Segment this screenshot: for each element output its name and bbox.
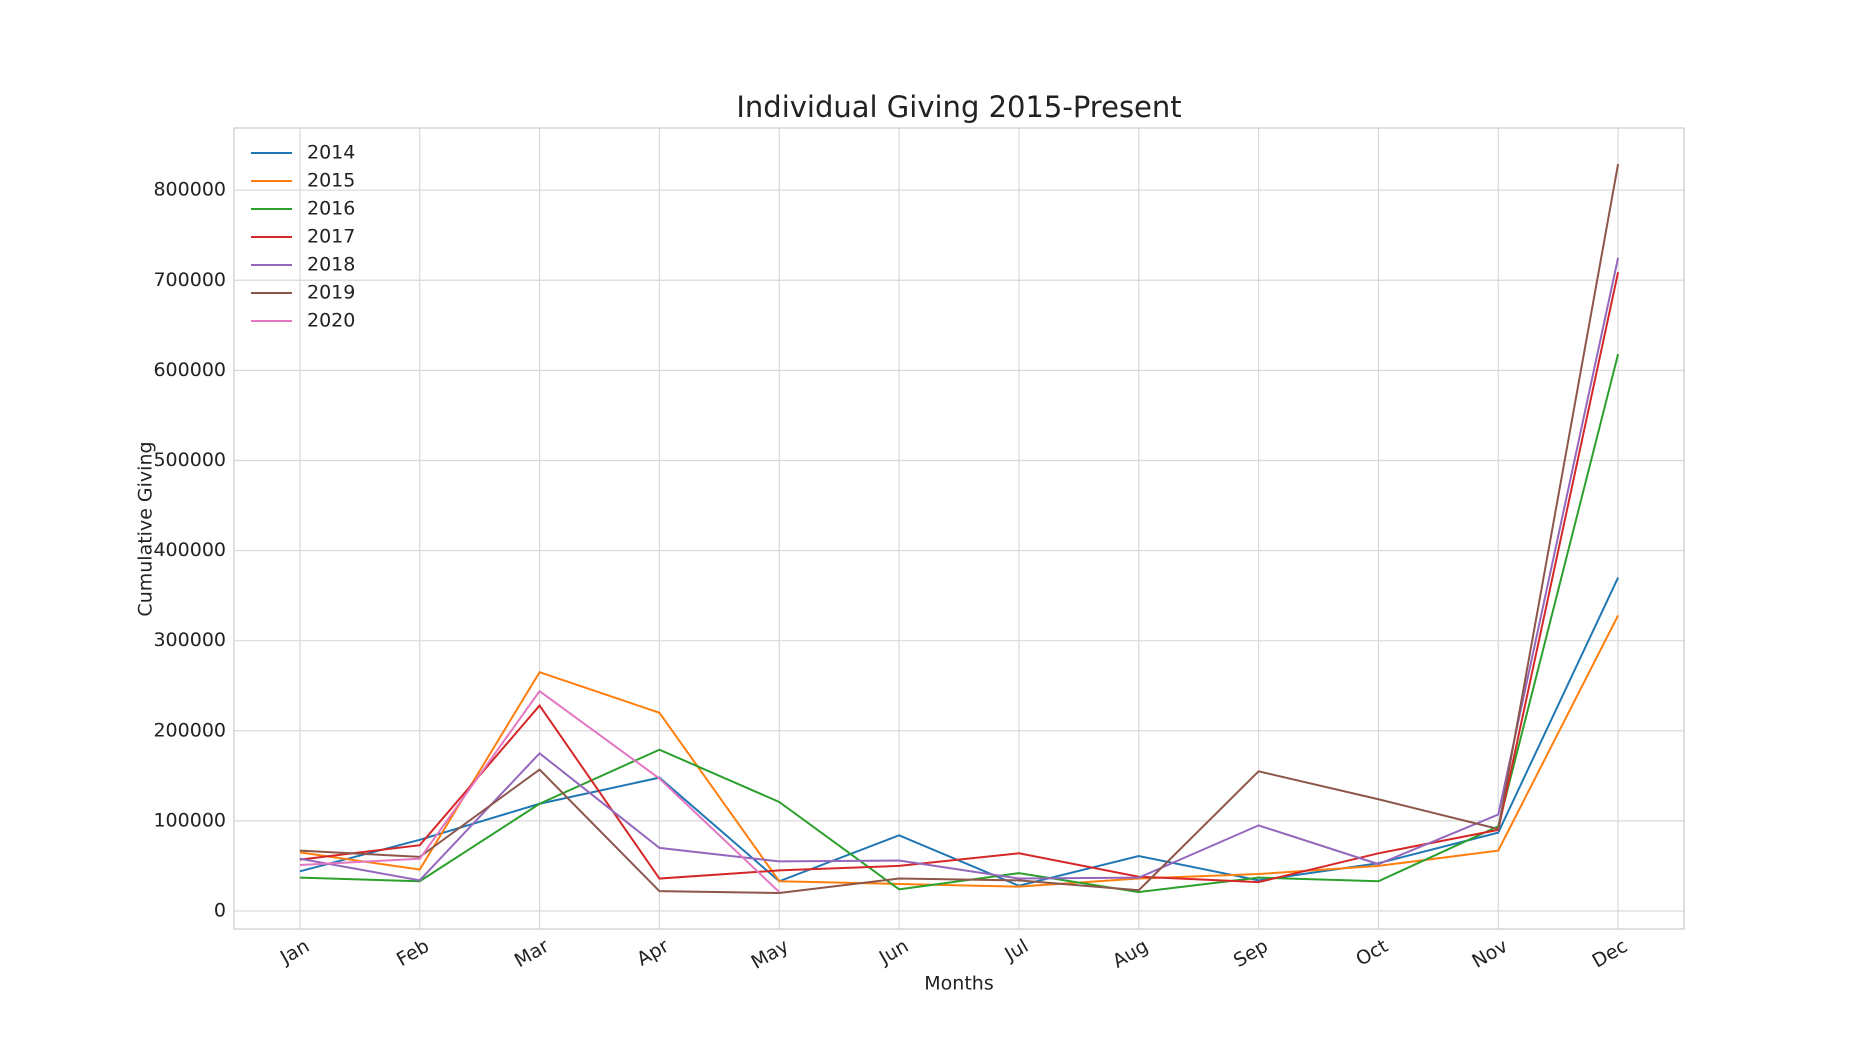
y-tick-label: 500000 — [153, 449, 226, 471]
legend-label: 2019 — [307, 282, 355, 304]
x-tick-label: Oct — [1352, 935, 1391, 970]
x-tick-label: Mar — [511, 935, 553, 972]
series-line — [299, 163, 1620, 894]
y-tick-label: 800000 — [153, 179, 226, 201]
x-tick-label: Nov — [1468, 935, 1511, 973]
x-tick-label: Feb — [393, 935, 433, 971]
series-line — [299, 689, 780, 893]
y-tick-label: 100000 — [153, 809, 226, 831]
y-tick-label: 200000 — [153, 719, 226, 741]
x-tick-label: Jun — [875, 935, 913, 969]
legend-label: 2018 — [307, 254, 355, 276]
y-tick-label: 0 — [214, 899, 226, 921]
x-tick-label: Aug — [1109, 935, 1152, 973]
x-tick-label: Jul — [1000, 935, 1032, 966]
x-tick-label: Sep — [1230, 935, 1272, 972]
legend-label: 2016 — [307, 198, 355, 220]
legend-label: 2017 — [307, 226, 355, 248]
chart-title: Individual Giving 2015-Present — [736, 90, 1181, 124]
legend-label: 2015 — [307, 170, 355, 192]
series-line — [299, 271, 1620, 884]
y-tick-label: 300000 — [153, 629, 226, 651]
legend-label: 2020 — [307, 310, 355, 332]
plot-frame — [233, 127, 1685, 930]
y-tick-label: 600000 — [153, 359, 226, 381]
x-tick-label: Apr — [633, 935, 673, 971]
y-tick-label: 700000 — [153, 269, 226, 291]
y-axis-label: Cumulative Giving — [135, 441, 157, 616]
x-tick-label: May — [747, 935, 792, 974]
x-axis-label: Months — [924, 973, 993, 995]
series-line — [299, 577, 1619, 887]
series-line — [299, 353, 1620, 894]
x-tick-label: Dec — [1588, 935, 1631, 972]
y-tick-label: 400000 — [153, 539, 226, 561]
legend-label: 2014 — [307, 142, 355, 164]
series-line — [299, 614, 1619, 888]
x-tick-label: Jan — [276, 935, 313, 969]
series-line — [299, 257, 1620, 882]
